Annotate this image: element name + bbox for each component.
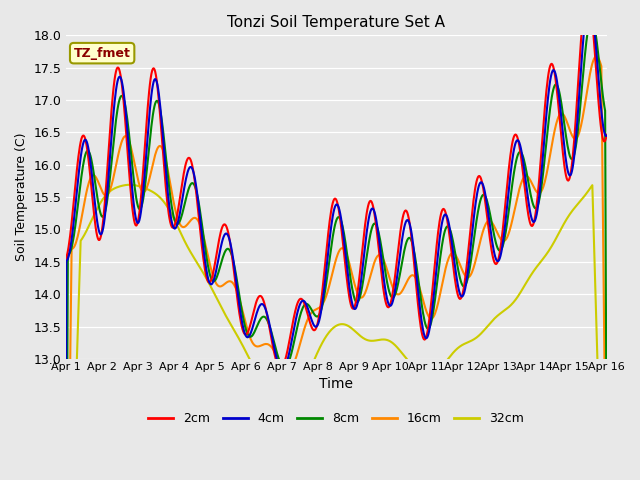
Line: 32cm: 32cm	[65, 185, 607, 480]
2cm	[211, 263, 218, 268]
16cm	[418, 292, 426, 298]
8cm	[211, 278, 218, 284]
16cm	[211, 277, 218, 283]
16cm	[592, 54, 600, 60]
4cm	[127, 173, 135, 179]
2cm	[127, 192, 135, 198]
32cm	[72, 404, 79, 410]
2cm	[72, 182, 79, 188]
8cm	[603, 474, 611, 480]
Line: 2cm: 2cm	[65, 0, 607, 368]
32cm	[128, 182, 136, 188]
16cm	[127, 145, 135, 151]
4cm	[402, 219, 410, 225]
32cm	[403, 356, 410, 361]
2cm	[182, 160, 190, 166]
8cm	[127, 151, 135, 156]
2cm	[603, 132, 611, 138]
16cm	[402, 281, 410, 287]
Line: 8cm: 8cm	[65, 19, 607, 480]
Y-axis label: Soil Temperature (C): Soil Temperature (C)	[15, 133, 28, 262]
Title: Tonzi Soil Temperature Set A: Tonzi Soil Temperature Set A	[227, 15, 445, 30]
16cm	[182, 223, 190, 229]
16cm	[72, 241, 79, 247]
8cm	[182, 196, 190, 202]
Line: 16cm: 16cm	[65, 57, 607, 480]
2cm	[61, 256, 69, 262]
4cm	[418, 318, 426, 324]
32cm	[419, 370, 426, 375]
4cm	[211, 275, 218, 280]
8cm	[418, 300, 426, 306]
4cm	[182, 176, 190, 181]
8cm	[72, 222, 79, 228]
Line: 4cm: 4cm	[65, 0, 607, 480]
4cm	[72, 203, 79, 209]
32cm	[183, 242, 191, 248]
32cm	[211, 293, 219, 299]
2cm	[277, 365, 285, 371]
4cm	[603, 133, 611, 139]
8cm	[402, 242, 410, 248]
32cm	[125, 182, 133, 188]
Legend: 2cm, 4cm, 8cm, 16cm, 32cm: 2cm, 4cm, 8cm, 16cm, 32cm	[143, 407, 529, 430]
X-axis label: Time: Time	[319, 377, 353, 391]
Text: TZ_fmet: TZ_fmet	[74, 47, 131, 60]
4cm	[586, 0, 593, 3]
2cm	[419, 332, 426, 338]
2cm	[403, 208, 410, 214]
8cm	[588, 16, 595, 22]
